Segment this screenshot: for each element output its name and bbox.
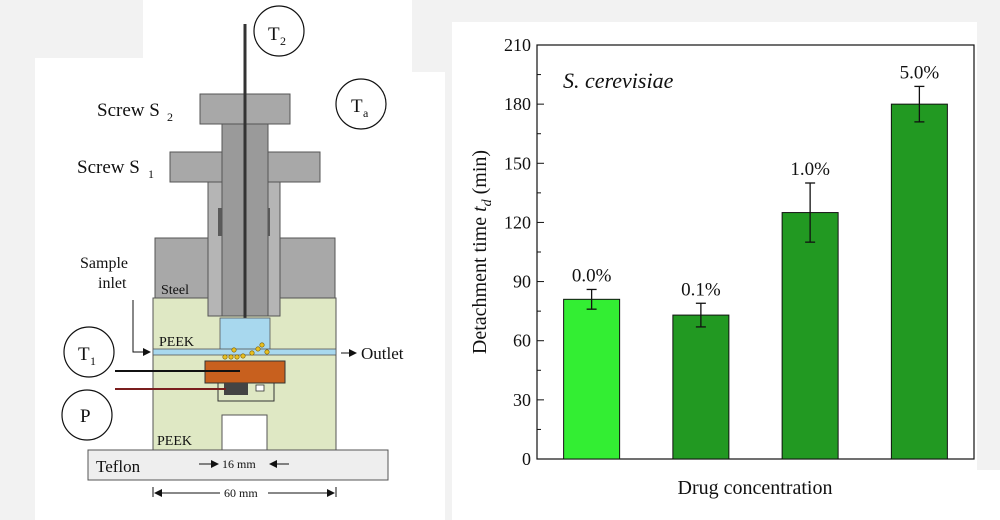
bar bbox=[672, 314, 730, 460]
screw-s1-label: Screw S bbox=[77, 157, 140, 178]
y-tick-label: 30 bbox=[513, 390, 531, 410]
svg-text:16 mm: 16 mm bbox=[222, 457, 256, 471]
y-tick-label: 120 bbox=[504, 212, 531, 232]
sample-inlet-arrow bbox=[132, 300, 151, 356]
svg-text:1: 1 bbox=[90, 354, 96, 368]
background-notch-left bbox=[35, 0, 143, 58]
svg-text:a: a bbox=[363, 106, 369, 120]
peek-bottom-label: PEEK bbox=[157, 434, 192, 449]
bar-label: 1.0% bbox=[790, 159, 830, 180]
teflon-label: Teflon bbox=[96, 457, 141, 476]
bar bbox=[563, 298, 621, 460]
t1-label: T 1 bbox=[63, 326, 115, 378]
peek-top-label: PEEK bbox=[159, 335, 194, 350]
y-tick-label: 180 bbox=[504, 94, 531, 114]
y-tick-label: 0 bbox=[522, 449, 531, 469]
svg-text:60 mm: 60 mm bbox=[224, 486, 258, 500]
svg-text:T: T bbox=[78, 344, 90, 365]
species-annotation: S. cerevisiae bbox=[563, 68, 674, 93]
peek-center-gap bbox=[221, 414, 268, 451]
bar bbox=[781, 212, 839, 460]
y-tick-label: 60 bbox=[513, 331, 531, 351]
bar-label: 0.0% bbox=[572, 265, 612, 286]
sample-inlet-label-1: Sample bbox=[80, 255, 128, 272]
teflon-base bbox=[87, 449, 389, 481]
chart-panel-base bbox=[452, 470, 1000, 520]
dimension-16mm: 16 mm bbox=[199, 457, 289, 471]
y-tick-label: 210 bbox=[504, 35, 531, 55]
bar-label: 5.0% bbox=[900, 62, 940, 83]
cell-particles bbox=[222, 342, 270, 360]
steel-label: Steel bbox=[161, 283, 189, 298]
ta-label: T a bbox=[335, 78, 387, 130]
sensor-pad bbox=[255, 384, 265, 392]
bar bbox=[890, 103, 948, 460]
bar-label: 0.1% bbox=[681, 279, 721, 300]
x-axis-label: Drug concentration bbox=[678, 477, 833, 499]
fluid-chamber bbox=[219, 317, 271, 355]
svg-text:T: T bbox=[268, 24, 280, 45]
y-axis-label: Detachment time td (min) bbox=[469, 150, 495, 354]
t2-label: T 2 bbox=[253, 5, 305, 57]
y-tick-label: 90 bbox=[513, 272, 531, 292]
bars-group: 0.0% 0.1% 1.0% 5.0% bbox=[563, 62, 948, 460]
screw-s1-sub: 1 bbox=[148, 167, 154, 181]
sensor-chip bbox=[224, 383, 248, 395]
outlet-label: Outlet bbox=[361, 344, 404, 363]
screw-s2-label: Screw S bbox=[97, 100, 160, 121]
y-axis: 0 30 60 90 120 150 180 210 bbox=[504, 35, 544, 469]
sample-inlet-label-2: inlet bbox=[98, 275, 127, 292]
p-label: P bbox=[61, 389, 113, 441]
screw-s2-sub: 2 bbox=[167, 110, 173, 124]
dimension-60mm: 60 mm bbox=[152, 486, 337, 500]
svg-text:P: P bbox=[80, 406, 91, 427]
svg-text:2: 2 bbox=[280, 34, 286, 48]
y-tick-label: 150 bbox=[504, 153, 531, 173]
svg-text:T: T bbox=[351, 96, 363, 117]
